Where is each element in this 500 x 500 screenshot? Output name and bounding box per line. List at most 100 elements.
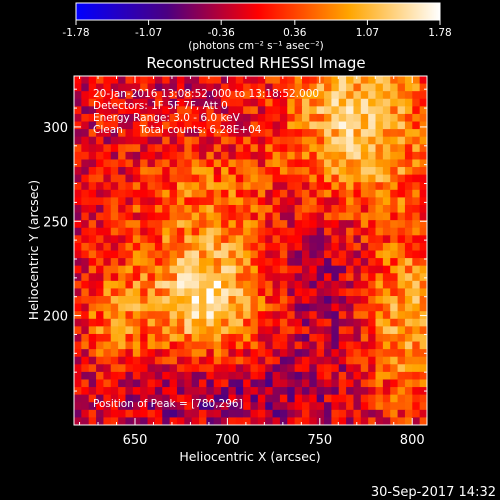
heatmap-cell [375,182,384,191]
heatmap-cell [169,356,178,365]
heatmap-cell [287,349,296,358]
heatmap-cell [287,113,296,123]
heatmap-cell [191,129,200,138]
heatmap-cell [250,387,259,396]
heatmap-cell [154,159,163,168]
heatmap-cell [96,144,105,153]
heatmap-cell [301,113,310,123]
heatmap-cell [316,417,325,425]
heatmap-cell [110,227,119,236]
heatmap-cell [353,280,362,290]
heatmap-cell [331,189,340,198]
heatmap-cell [199,311,207,320]
heatmap-cell [154,333,163,343]
heatmap-cell [221,318,230,327]
heatmap-cell [375,227,384,236]
heatmap-cell [103,159,112,168]
heatmap-cell [390,409,399,419]
heatmap-cell [390,326,399,335]
heatmap-cell [360,182,369,191]
heatmap-cell [287,136,296,145]
heatmap-cell [199,121,207,130]
heatmap-cell [338,349,347,358]
heatmap-cell [235,311,244,320]
heatmap-cell [199,98,207,107]
heatmap-cell [184,129,193,138]
heatmap-cell [412,265,421,274]
heatmap-cell [257,167,266,176]
heatmap-cell [382,76,391,85]
heatmap-cell [287,371,296,381]
heatmap-cell [346,258,355,267]
heatmap-cell [243,174,252,183]
heatmap-cell [125,258,134,267]
heatmap-cell [375,379,384,388]
heatmap-cell [213,91,222,100]
heatmap-cell [412,326,421,335]
heatmap-cell [390,182,399,191]
heatmap-cell [338,136,347,145]
heatmap-cell [382,349,391,358]
heatmap-cell [96,326,105,335]
heatmap-cell [316,204,325,214]
heatmap-cell [162,417,171,425]
heatmap-cell [176,318,185,327]
heatmap-cell [397,227,406,236]
heatmap-cell [88,288,97,297]
heatmap-cell [140,379,149,388]
heatmap-cell [250,394,259,403]
heatmap-cell [294,265,303,274]
heatmap-cell [81,159,90,168]
heatmap-cell [184,371,193,381]
heatmap-cell [419,265,427,274]
heatmap-cell [346,326,355,335]
heatmap-cell [294,182,303,191]
heatmap-cell [199,349,207,358]
heatmap-cell [162,409,171,419]
heatmap-cell [191,265,200,274]
heatmap-cell [294,318,303,327]
heatmap-cell [412,106,421,115]
heatmap-cell [199,258,207,267]
heatmap-cell [162,98,171,107]
heatmap-cell [132,280,141,290]
heatmap-cell [301,189,310,198]
heatmap-cell [412,318,421,327]
heatmap-cell [279,182,288,191]
heatmap-cell [368,151,377,161]
heatmap-cell [199,182,207,191]
heatmap-cell [213,326,222,335]
heatmap-cell [331,174,340,183]
heatmap-cell [74,113,82,123]
heatmap-cell [235,136,244,145]
heatmap-cell [301,227,310,236]
heatmap-cell [316,227,325,236]
heatmap-cell [191,98,200,107]
heatmap-cell [96,136,105,145]
heatmap-cell [368,144,377,153]
heatmap-cell [324,265,332,274]
heatmap-cell [147,167,156,176]
heatmap-cell [81,151,90,161]
heatmap-cell [110,167,119,176]
heatmap-cell [265,159,274,168]
heatmap-cell [309,174,318,183]
heatmap-cell [184,356,193,365]
heatmap-cell [221,326,230,335]
heatmap-cell [375,212,384,221]
heatmap-cell [338,326,347,335]
chart-title: Reconstructed RHESSI Image [146,54,365,72]
heatmap-cell [184,349,193,358]
heatmap-cell [279,159,288,168]
heatmap-cell [125,159,134,168]
heatmap-cell [228,197,237,206]
heatmap-cell [331,371,340,381]
heatmap-cell [265,212,274,221]
heatmap-cell [140,402,149,411]
heatmap-cell [419,227,427,236]
heatmap-cell [206,371,215,381]
heatmap-cell [309,326,318,335]
heatmap-cell [213,182,222,191]
heatmap-cell [382,356,391,365]
heatmap-cell [404,379,413,388]
